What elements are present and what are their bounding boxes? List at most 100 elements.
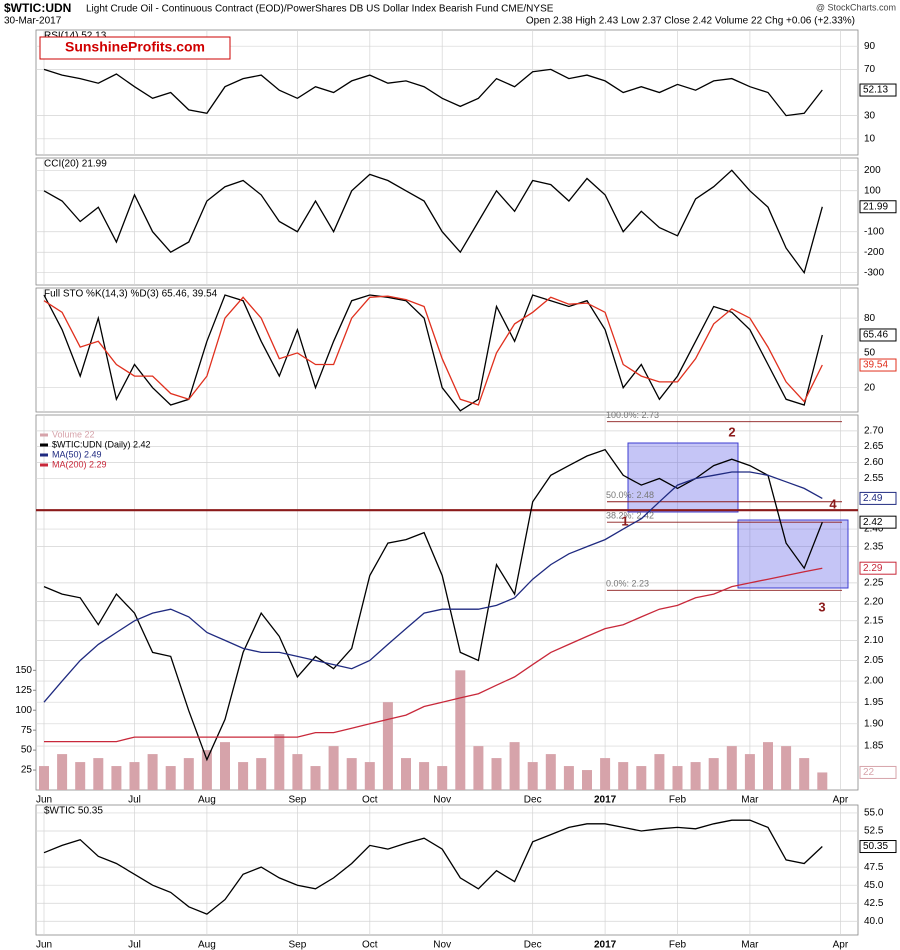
series-line — [44, 567, 823, 743]
y-tick-label: 100 — [864, 185, 881, 196]
watermark-box — [39, 36, 231, 60]
volume-bar — [509, 742, 520, 790]
y2-tick-label: 150 — [15, 665, 32, 676]
y-tick-label: 2.25 — [864, 578, 884, 589]
y-tick-label: 45.0 — [864, 880, 884, 891]
x-tick-label: Sep — [289, 795, 307, 806]
value-box — [859, 358, 897, 372]
y-tick-label: 90 — [864, 41, 876, 52]
y-tick-label: 50 — [864, 348, 876, 359]
volume-bar — [220, 742, 230, 790]
wave-label: 3 — [818, 599, 825, 614]
value-box — [859, 561, 897, 575]
watermark: SunshineProfits.com — [65, 39, 205, 55]
volume-bar — [744, 754, 755, 790]
volume-bar — [473, 746, 484, 790]
y-tick-label: 55.0 — [864, 808, 884, 819]
symbol: $WTIC:UDN — [4, 1, 71, 15]
volume-bar — [817, 772, 828, 790]
legend-label: MA(200) 2.29 — [52, 459, 107, 469]
y-tick-label: 10 — [864, 133, 876, 144]
y-tick-label: 2.60 — [864, 457, 884, 468]
panel-title: CCI(20) 21.99 — [44, 159, 107, 170]
x-tick-label: Jun — [36, 940, 52, 950]
y-tick-label: 40.0 — [864, 916, 884, 927]
y2-tick-label: 125 — [15, 685, 32, 696]
x-tick-label: Oct — [362, 795, 378, 806]
x-tick-label: Jun — [36, 795, 52, 806]
series-line — [43, 819, 823, 915]
x-tick-label: Feb — [669, 940, 687, 950]
value-box — [859, 200, 897, 214]
x-tick-label: Jul — [128, 940, 141, 950]
legend-label: MA(50) 2.49 — [52, 449, 102, 459]
volume-bar — [781, 746, 792, 790]
volume-bar — [147, 754, 158, 790]
y-tick-label: 2.55 — [864, 473, 884, 484]
volume-bar — [165, 766, 176, 790]
y-tick-label: 70 — [864, 64, 876, 75]
volume-bar — [545, 754, 556, 790]
value-box-label: 50.35 — [863, 841, 888, 852]
series-line — [43, 169, 823, 275]
volume-bar — [618, 762, 629, 790]
y-tick-label: 2.65 — [864, 441, 884, 452]
panel-title: $WTIC 50.35 — [44, 806, 103, 817]
x-tick-label: Mar — [741, 795, 759, 806]
y-tick-label: 52.5 — [864, 826, 884, 837]
y-tick-label: 1.90 — [864, 718, 884, 729]
y-tick-label: 2.35 — [864, 541, 884, 552]
legend-label: $WTIC:UDN (Daily) 2.42 — [52, 439, 151, 449]
x-tick-label: Feb — [669, 795, 687, 806]
x-tick-label: 2017 — [594, 940, 617, 950]
value-box-label: 65.46 — [863, 330, 888, 341]
series-line — [43, 295, 823, 406]
legend-label: Volume 22 — [52, 429, 95, 439]
panel-title: RSI(14) 52.13 — [44, 31, 107, 42]
panel — [35, 157, 859, 286]
x-tick-label: 2017 — [594, 795, 617, 806]
volume-bar — [419, 762, 430, 790]
source: @ StockCharts.com — [816, 2, 896, 12]
volume-bar — [57, 754, 68, 790]
volume-bar — [563, 766, 574, 790]
x-tick-label: Nov — [433, 795, 451, 806]
volume-bar — [527, 762, 538, 790]
y-tick-label: 47.5 — [864, 862, 884, 873]
value-box-label: 2.29 — [863, 563, 883, 574]
volume-bar — [636, 766, 647, 790]
y2-tick-label: 25 — [21, 765, 33, 776]
value-box — [859, 515, 897, 529]
value-box-label: 22 — [863, 767, 875, 778]
value-box-label: 52.13 — [863, 85, 888, 96]
y-tick-label: 2.70 — [864, 426, 884, 437]
y2-tick-label: 100 — [15, 705, 32, 716]
volume-bar — [708, 758, 719, 790]
volume-bar — [93, 758, 104, 790]
volume-bar — [382, 702, 393, 790]
x-tick-label: Nov — [433, 940, 451, 950]
volume-bar — [455, 670, 466, 790]
x-tick-label: Apr — [833, 940, 849, 950]
wave-label: 2 — [728, 424, 735, 439]
volume-bar — [292, 754, 303, 790]
y-tick-label: 2.20 — [864, 596, 884, 607]
volume-bar — [39, 766, 49, 790]
y-tick-label: 2.00 — [864, 676, 884, 687]
volume-bar — [364, 762, 375, 790]
value-box — [859, 328, 897, 342]
volume-bar — [75, 762, 86, 790]
x-tick-label: Jul — [128, 795, 141, 806]
highlight-box — [627, 442, 739, 513]
y-tick-label: 2.15 — [864, 615, 884, 626]
y2-tick-label: 50 — [21, 745, 33, 756]
volume-bar — [437, 766, 448, 790]
x-tick-label: Mar — [741, 940, 759, 950]
fib-label: 50.0%: 2.48 — [606, 490, 654, 500]
volume-bar — [256, 758, 267, 790]
volume-bar — [763, 742, 773, 790]
value-box-label: 2.49 — [863, 493, 883, 504]
volume-bar — [491, 758, 502, 790]
value-box-label: 2.42 — [863, 517, 883, 528]
volume-bar — [346, 758, 357, 790]
